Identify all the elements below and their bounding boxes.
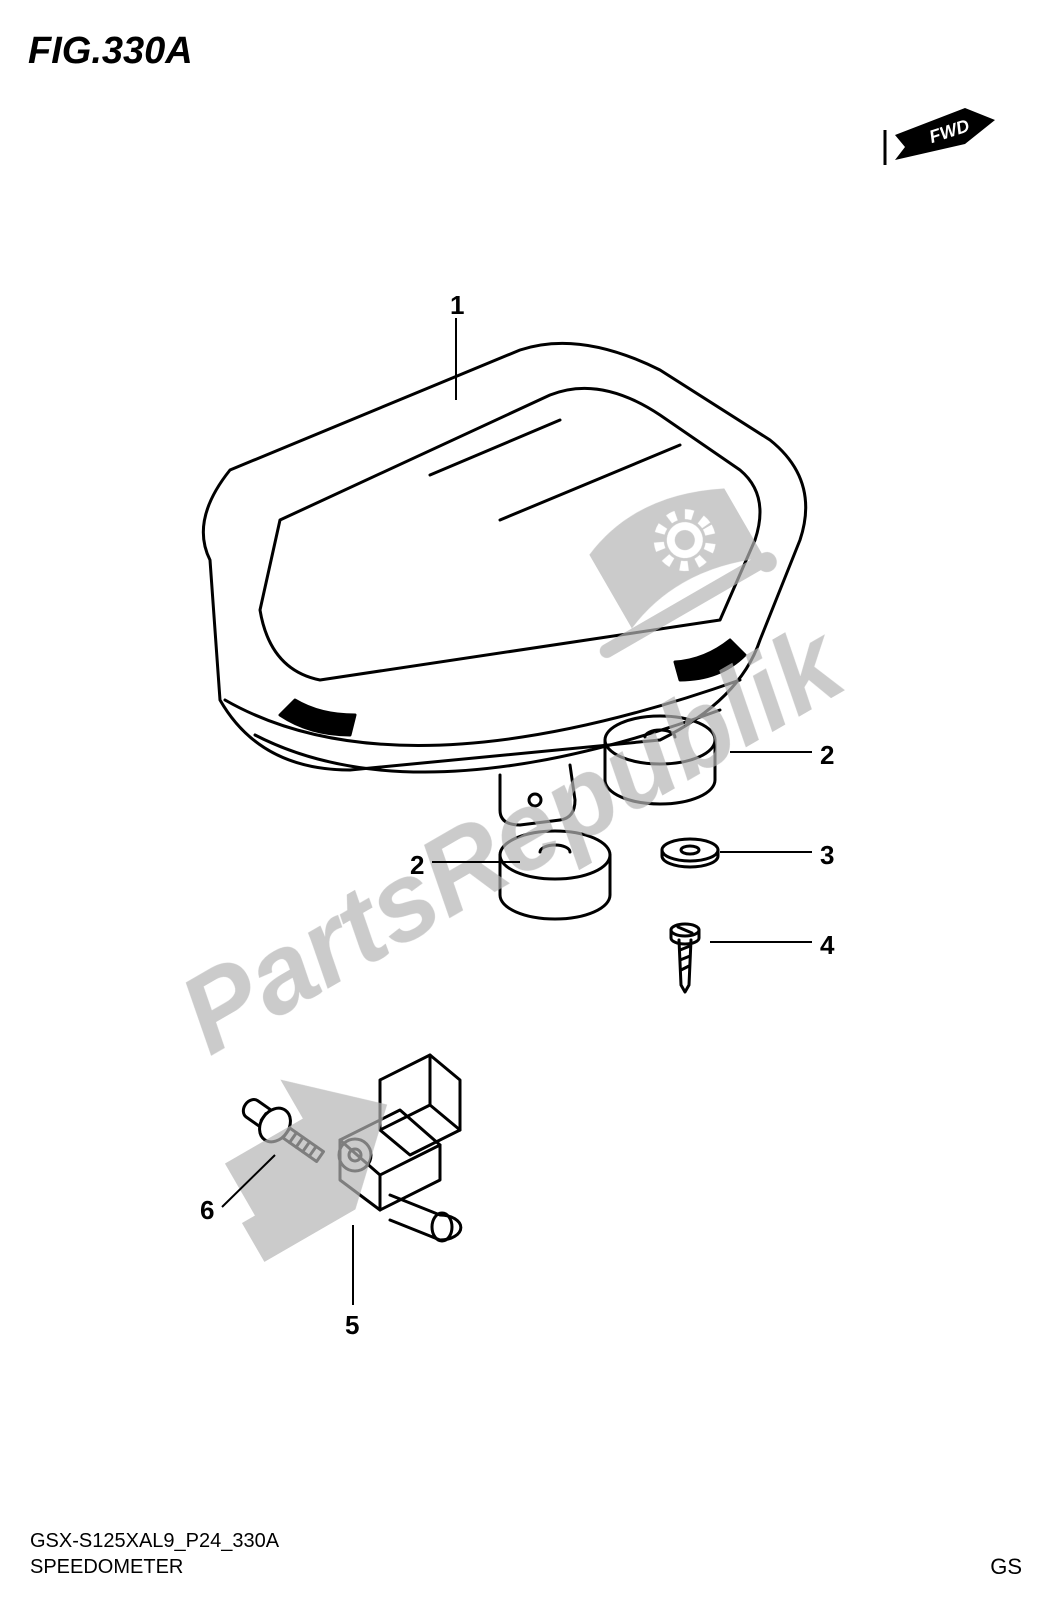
footer-right: GS — [990, 1554, 1022, 1580]
figure-subtitle: SPEEDOMETER — [30, 1554, 279, 1580]
callout-2: 2 — [410, 850, 424, 881]
callout-1: 1 — [450, 290, 464, 321]
model-code: GSX-S125XAL9_P24_330A — [30, 1528, 279, 1554]
callout-4: 4 — [820, 930, 834, 961]
callout-5: 5 — [345, 1310, 359, 1341]
callout-lines — [0, 0, 1052, 1600]
callout-6: 6 — [200, 1195, 214, 1226]
callout-2: 2 — [820, 740, 834, 771]
footer-left: GSX-S125XAL9_P24_330A SPEEDOMETER — [30, 1528, 279, 1580]
callout-3: 3 — [820, 840, 834, 871]
